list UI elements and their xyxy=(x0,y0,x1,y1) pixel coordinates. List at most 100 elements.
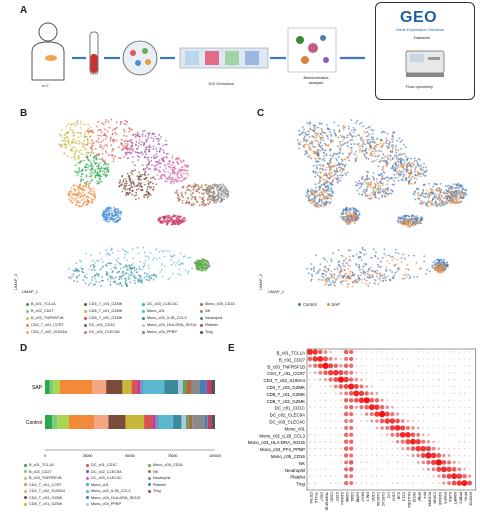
legend-entry: Neutrophil xyxy=(200,316,222,320)
legend-entry: Mono_c02_IL1B_CCL3 xyxy=(86,489,130,493)
dot xyxy=(344,425,349,430)
dot xyxy=(397,454,399,457)
column-label: FOXP3b xyxy=(469,492,473,506)
dot xyxy=(353,383,359,390)
dot xyxy=(441,466,447,473)
dot xyxy=(469,441,471,443)
dot xyxy=(309,461,311,463)
column-label: S100A4 xyxy=(340,492,344,505)
dot xyxy=(314,406,316,408)
dot xyxy=(324,420,327,422)
dot xyxy=(422,406,425,408)
dot xyxy=(375,419,379,423)
row-label: Platelet xyxy=(290,475,305,480)
dot xyxy=(458,413,461,415)
dot xyxy=(325,461,326,463)
dot xyxy=(407,378,409,381)
dot xyxy=(314,475,316,477)
dot xyxy=(338,370,344,376)
dot xyxy=(348,460,354,465)
dot xyxy=(416,432,421,437)
dot xyxy=(453,434,455,436)
dot xyxy=(443,399,445,401)
column-label: ISG15 xyxy=(412,492,416,502)
bar-segment xyxy=(60,380,93,394)
legend-entry: CD8_T_c01_GZMK xyxy=(84,309,122,313)
dot xyxy=(312,356,318,362)
dot xyxy=(371,454,373,457)
dot xyxy=(417,351,419,353)
dot xyxy=(391,378,394,381)
tenx-label: 10X Genomics xyxy=(208,81,235,86)
dot xyxy=(376,385,378,388)
dot xyxy=(394,425,401,431)
dot xyxy=(390,432,395,437)
dot xyxy=(407,461,409,464)
dot xyxy=(453,413,455,415)
dot xyxy=(324,468,327,471)
dot xyxy=(391,399,394,401)
dot xyxy=(432,420,435,422)
dot xyxy=(343,398,349,403)
dot xyxy=(433,434,435,436)
bar-segment xyxy=(200,380,207,394)
dot xyxy=(307,356,313,362)
row-label: DC_c02_CLEC9A xyxy=(270,413,305,418)
legend-entry: DC_c01_CD1C xyxy=(86,463,117,467)
legend-entry: B_c01_TCL1A xyxy=(24,463,54,467)
dot xyxy=(446,473,452,479)
dot xyxy=(438,365,440,367)
row-label: Mono_c02_IL1B_CCL3 xyxy=(259,433,305,438)
cluster-9 xyxy=(204,183,230,204)
legend-clusters: B_c01_TCL1A B_c02_CD27 B_c03_TNFRSF1B CD4_T… xyxy=(26,302,251,342)
dot xyxy=(349,363,354,368)
dot xyxy=(376,379,378,381)
dot xyxy=(438,434,440,436)
dot xyxy=(417,482,419,484)
dot xyxy=(360,420,363,422)
dot xyxy=(386,351,388,353)
column-label: TCL1A xyxy=(314,492,318,504)
dot xyxy=(412,406,414,408)
dot xyxy=(389,425,396,431)
dot xyxy=(381,378,383,381)
dot xyxy=(349,481,354,486)
dot xyxy=(329,441,332,443)
dot xyxy=(391,475,393,477)
dot xyxy=(355,365,358,367)
dot xyxy=(319,482,321,484)
dot xyxy=(448,351,450,353)
dot xyxy=(376,434,378,436)
legend-entry: CD4_T_c02_S100A4 xyxy=(24,489,65,493)
dot xyxy=(397,379,399,381)
legend-entry: Mono_c03_HLA-DRA_ISG15 xyxy=(142,323,196,327)
dot xyxy=(365,385,369,388)
dot xyxy=(453,399,455,401)
dot xyxy=(448,406,450,408)
dot xyxy=(376,441,378,443)
dot xyxy=(323,350,328,354)
dot xyxy=(458,358,461,360)
row-label: Mono_c01 xyxy=(284,426,305,431)
dot xyxy=(435,459,442,466)
legend-entry: Mono_c01 xyxy=(86,483,109,487)
dot xyxy=(417,475,419,477)
dot xyxy=(349,356,354,362)
dot xyxy=(308,364,312,368)
column-label: GNLY xyxy=(366,492,370,502)
cluster-3 xyxy=(74,154,110,185)
dot xyxy=(333,377,339,383)
dot xyxy=(319,434,321,436)
dot xyxy=(453,447,455,450)
dot xyxy=(432,440,435,443)
dot xyxy=(427,379,429,381)
column-label: NAMPT xyxy=(453,492,457,505)
dot xyxy=(438,427,440,429)
dot xyxy=(469,365,471,367)
dot xyxy=(319,461,321,463)
dot xyxy=(318,349,323,355)
dot xyxy=(401,413,404,416)
dot xyxy=(366,365,368,367)
column-label: CD79A xyxy=(309,492,313,504)
dot xyxy=(365,351,368,353)
